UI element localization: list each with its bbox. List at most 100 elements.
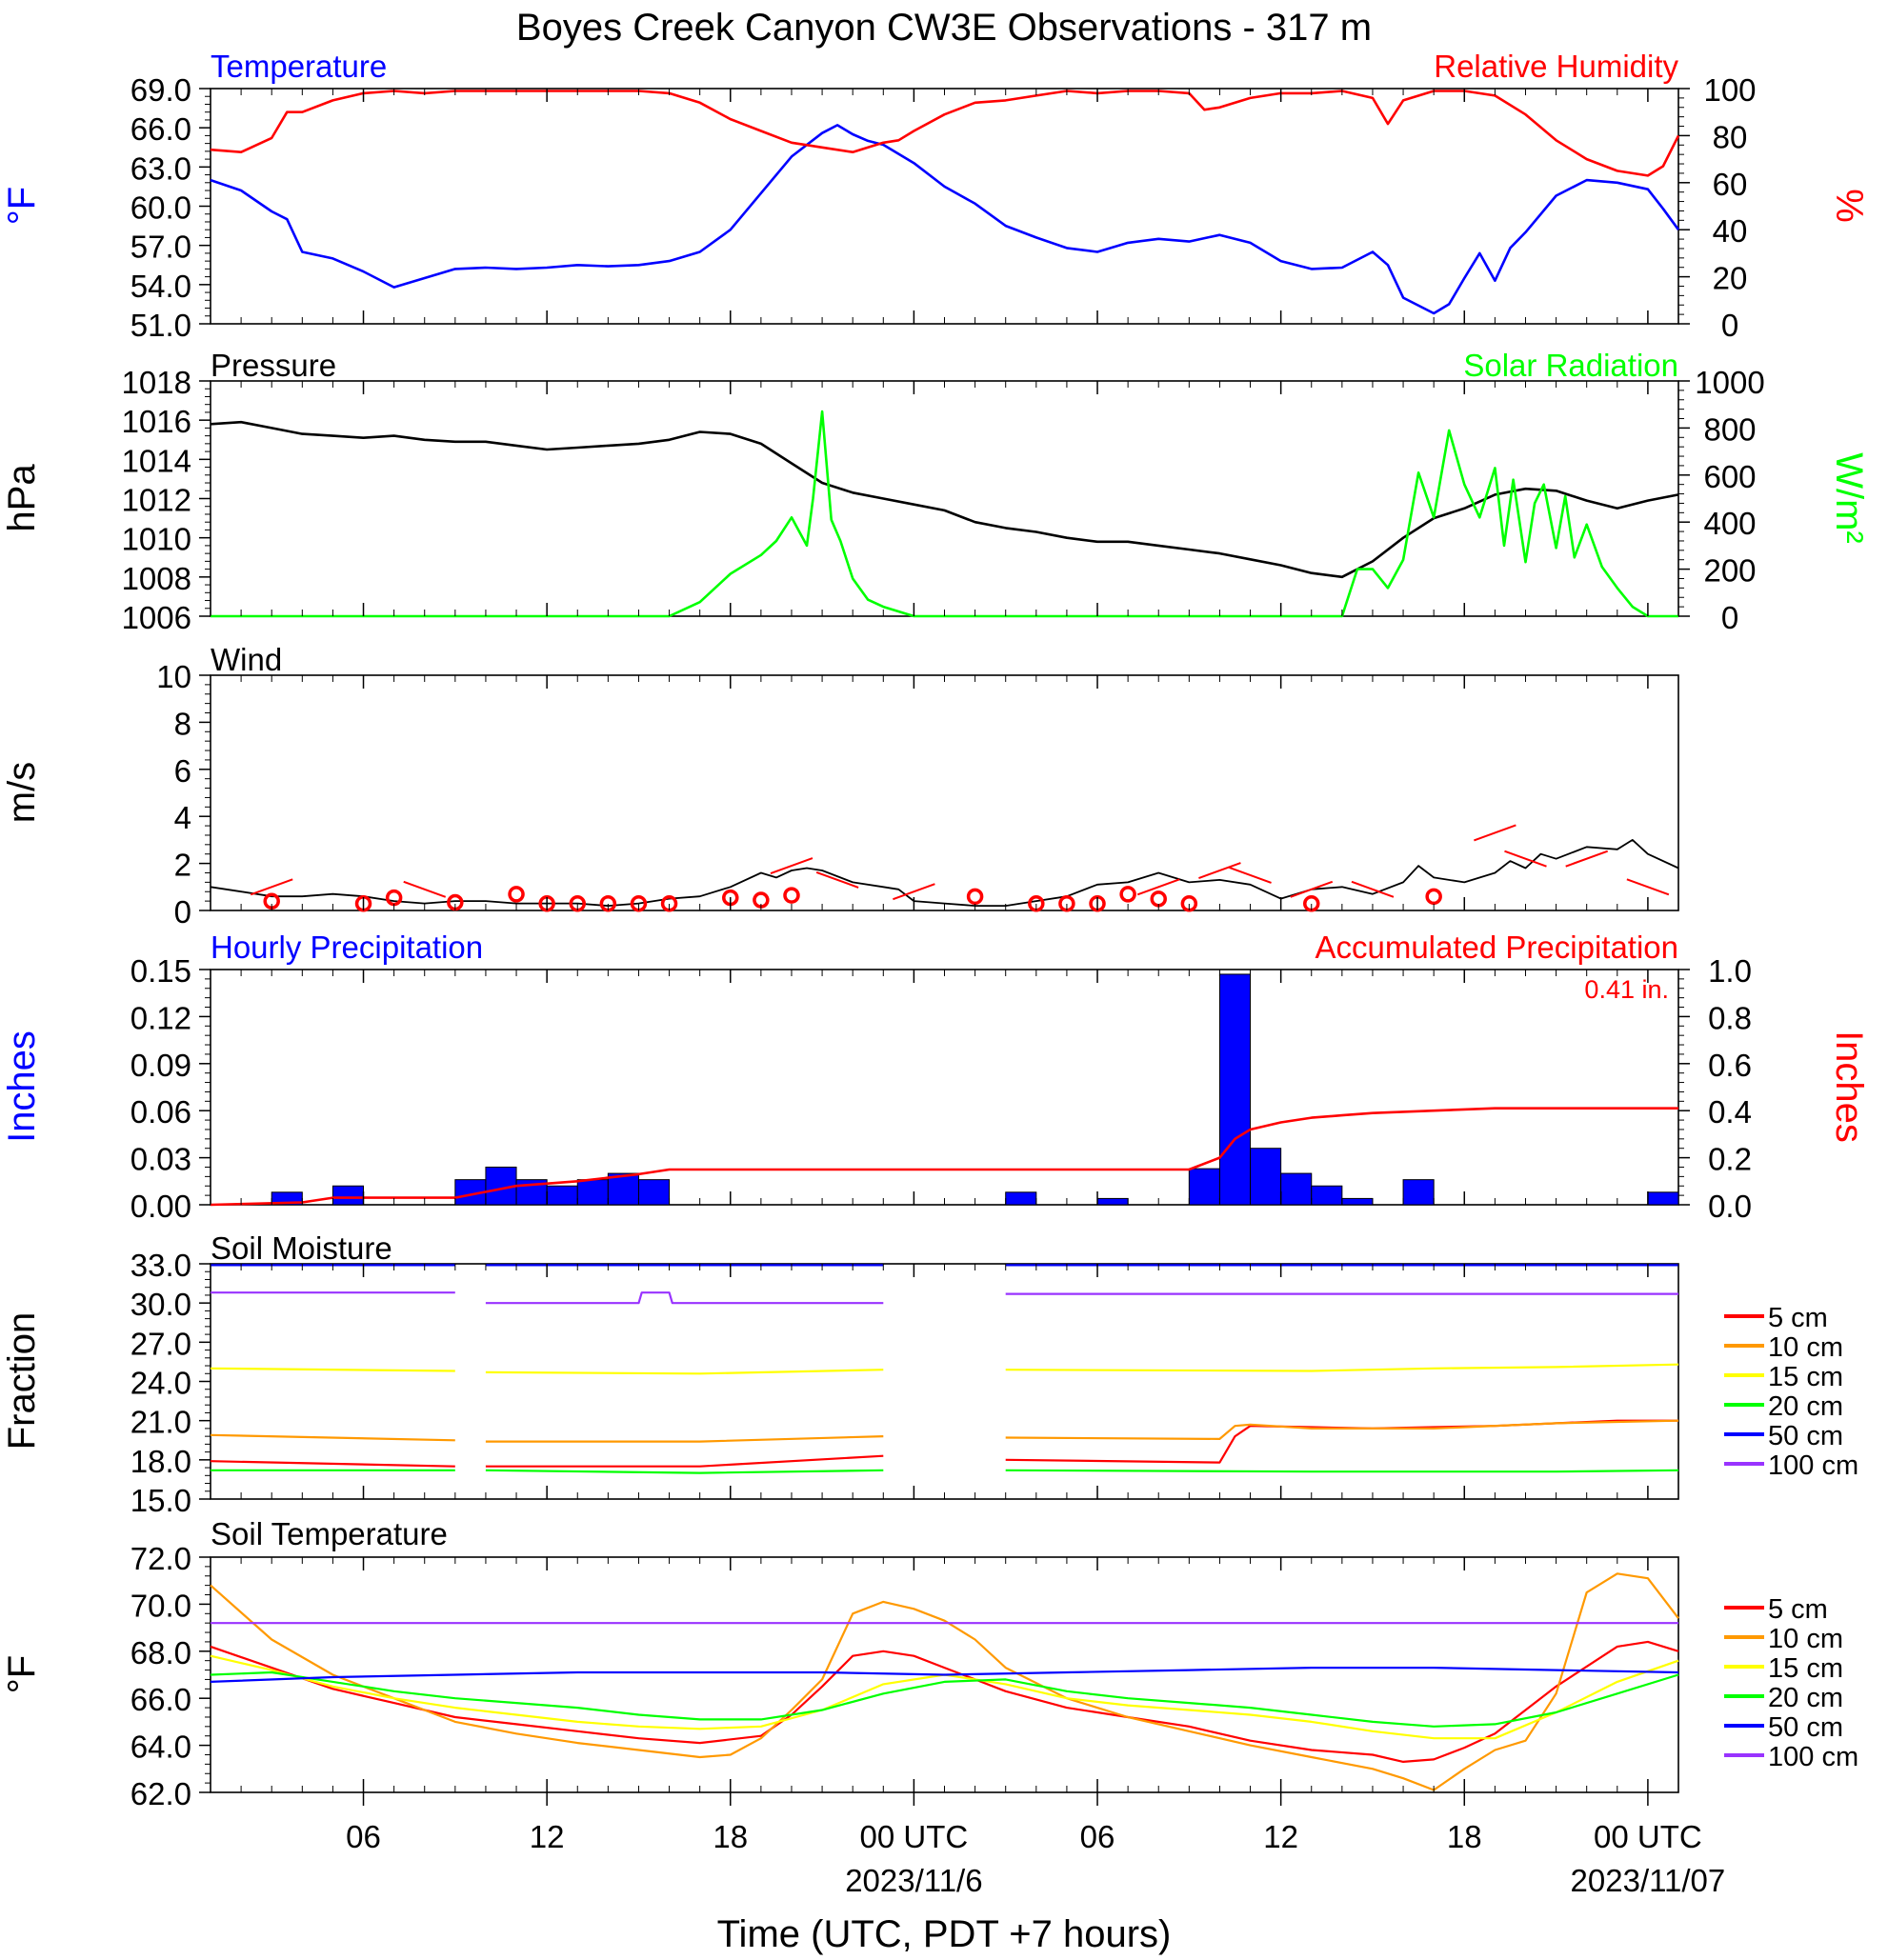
accum-precip-tick-label: 0.4 [1708, 1094, 1752, 1130]
calm-wind-marker [508, 886, 525, 903]
hourly-precip-bar [576, 1179, 609, 1206]
x-tick-label: 12 [1263, 1819, 1298, 1854]
hourly-precip-bar [1188, 1168, 1220, 1206]
temperature-tick-label: 66.0 [131, 111, 191, 147]
hourly-precip-bar [1647, 1191, 1679, 1206]
solar-title: Solar Radiation [1463, 348, 1678, 383]
solar-tick-label: 1000 [1695, 365, 1764, 400]
time-axis: 06 12 18 00 UTC 06 12 18 00 UTC 2023/11/6 2023/11… [210, 89, 1726, 1898]
accum-precip-tick-label: 0.0 [1708, 1189, 1752, 1224]
soil-moisture-tick-label: 30.0 [131, 1287, 191, 1322]
soil-moisture-100-cm-line [211, 1291, 1678, 1305]
pressure-tick-label: 1010 [122, 522, 191, 557]
soil-moisture-20-cm-line [211, 1469, 1679, 1474]
x-tick-label: 06 [346, 1819, 381, 1854]
wind-barb [1474, 824, 1516, 842]
pressure-title: Pressure [211, 348, 336, 383]
calm-wind-marker [783, 887, 800, 904]
panel-soil-moisture: Soil Moisture Fraction 15.0 18.0 21.0 24.0 2… [1, 1230, 1858, 1518]
humidity-tick-label: 60 [1713, 167, 1748, 202]
hourly-precip-tick-labels: 0.00 0.03 0.06 0.09 0.12 0.15 [131, 953, 211, 1224]
wind-barb [403, 880, 447, 898]
soil-moisture-tick-label: 15.0 [131, 1483, 191, 1518]
wind-tick-label: 8 [174, 706, 191, 741]
calm-wind-marker [1425, 888, 1442, 906]
accum-precip-total: 0.41 in. [1584, 975, 1669, 1004]
hourly-precip-tick-label: 0.09 [131, 1048, 191, 1083]
hourly-precip-bar [1250, 1148, 1282, 1206]
soil-temp-series [210, 1572, 1679, 1791]
soil-temp-title: Soil Temperature [211, 1516, 448, 1551]
hourly-precip-axis-label: Inches [1, 1030, 43, 1143]
soil-temp-50-cm-line [210, 1667, 1679, 1683]
wind-title: Wind [211, 642, 282, 677]
soil-moisture-title: Soil Moisture [211, 1230, 392, 1266]
wind-tick-label: 6 [174, 753, 191, 789]
figure-title: Boyes Creek Canyon CW3E Observations - 3… [516, 7, 1372, 49]
x-tick-label: 00 UTC [1594, 1819, 1702, 1854]
soil-moisture-series [210, 1264, 1679, 1474]
temperature-tick-label: 60.0 [131, 190, 191, 226]
wind-barb [1504, 850, 1547, 868]
hourly-precip-bar [607, 1172, 639, 1206]
soil-temp-tick-label: 66.0 [131, 1682, 191, 1717]
solar-tick-label: 0 [1721, 600, 1738, 635]
legend-label-20-cm: 20 cm [1768, 1391, 1843, 1422]
temperature-axis-label: °F [1, 187, 43, 225]
wind-barb [1351, 880, 1395, 898]
x-tick-label: 18 [713, 1819, 748, 1854]
hourly-precip-tick-label: 0.03 [131, 1142, 191, 1177]
legend-label-15-cm: 15 cm [1768, 1653, 1843, 1684]
legend-label-100-cm: 100 cm [1768, 1450, 1858, 1481]
wind-barb [1136, 878, 1180, 896]
humidity-tick-labels: 0 20 40 60 80 100 [1678, 72, 1757, 343]
legend-label-15-cm: 15 cm [1768, 1362, 1843, 1392]
hourly-precip-title: Hourly Precipitation [211, 930, 483, 965]
accum-precip-tick-labels: 0.0 0.2 0.4 0.6 0.8 1.0 [1678, 953, 1752, 1224]
humidity-tick-label: 0 [1721, 308, 1738, 343]
wind-tick-label: 10 [156, 659, 191, 694]
accum-precip-axis-label: Inches [1828, 1030, 1870, 1143]
time-axis-label: Time (UTC, PDT +7 hours) [717, 1913, 1172, 1955]
accum-precip-tick-label: 0.8 [1708, 1000, 1752, 1035]
soil-moisture-tick-labels: 15.0 18.0 21.0 24.0 27.0 30.0 33.0 [131, 1248, 211, 1518]
x-date-label: 2023/11/07 [1571, 1863, 1726, 1898]
hourly-precip-bar [637, 1179, 671, 1206]
wind-barb [770, 857, 813, 875]
soil-moisture-tick-label: 24.0 [131, 1366, 191, 1401]
humidity-title: Relative Humidity [1434, 49, 1678, 84]
calm-wind-marker [1119, 886, 1136, 903]
legend-label-5-cm: 5 cm [1768, 1594, 1828, 1625]
soil-temp-tick-label: 68.0 [131, 1635, 191, 1670]
solar-axis-label: W/m² [1828, 452, 1870, 544]
solar-tick-label: 600 [1703, 459, 1756, 494]
wind-barb [815, 870, 859, 889]
humidity-tick-label: 20 [1713, 261, 1748, 296]
hourly-precip-bar [1005, 1191, 1037, 1206]
hourly-precip-tick-label: 0.12 [131, 1000, 191, 1035]
pressure-tick-labels: 1006 1008 1010 1012 1014 1016 1018 [122, 365, 211, 635]
pressure-tick-label: 1014 [122, 443, 191, 478]
humidity-tick-label: 80 [1713, 119, 1748, 154]
pressure-axis-label: hPa [1, 464, 43, 532]
x-tick-label: 18 [1447, 1819, 1482, 1854]
wind-barb [1290, 880, 1334, 898]
temperature-tick-label: 57.0 [131, 230, 191, 265]
soil-moisture-axis-label: Fraction [1, 1312, 43, 1450]
wind-axis-label: m/s [1, 762, 43, 823]
hourly-precip-bar [1402, 1179, 1435, 1206]
soil-temp-tick-labels: 62.0 64.0 66.0 68.0 70.0 72.0 [131, 1541, 211, 1811]
wind-barb [893, 883, 935, 901]
pressure-tick-label: 1016 [122, 404, 191, 439]
soil-temp-tick-label: 70.0 [131, 1588, 191, 1623]
panel-pressure-solar: Pressure Solar Radiation hPa W/m² 100610… [1, 348, 1870, 635]
soil-moisture-tick-label: 18.0 [131, 1444, 191, 1479]
calm-wind-marker [966, 888, 984, 906]
hourly-precip-bar [1218, 973, 1252, 1206]
accum-precip-line [210, 1107, 1678, 1207]
wind-barb [1626, 878, 1670, 896]
wind-speed-line [210, 839, 1679, 907]
